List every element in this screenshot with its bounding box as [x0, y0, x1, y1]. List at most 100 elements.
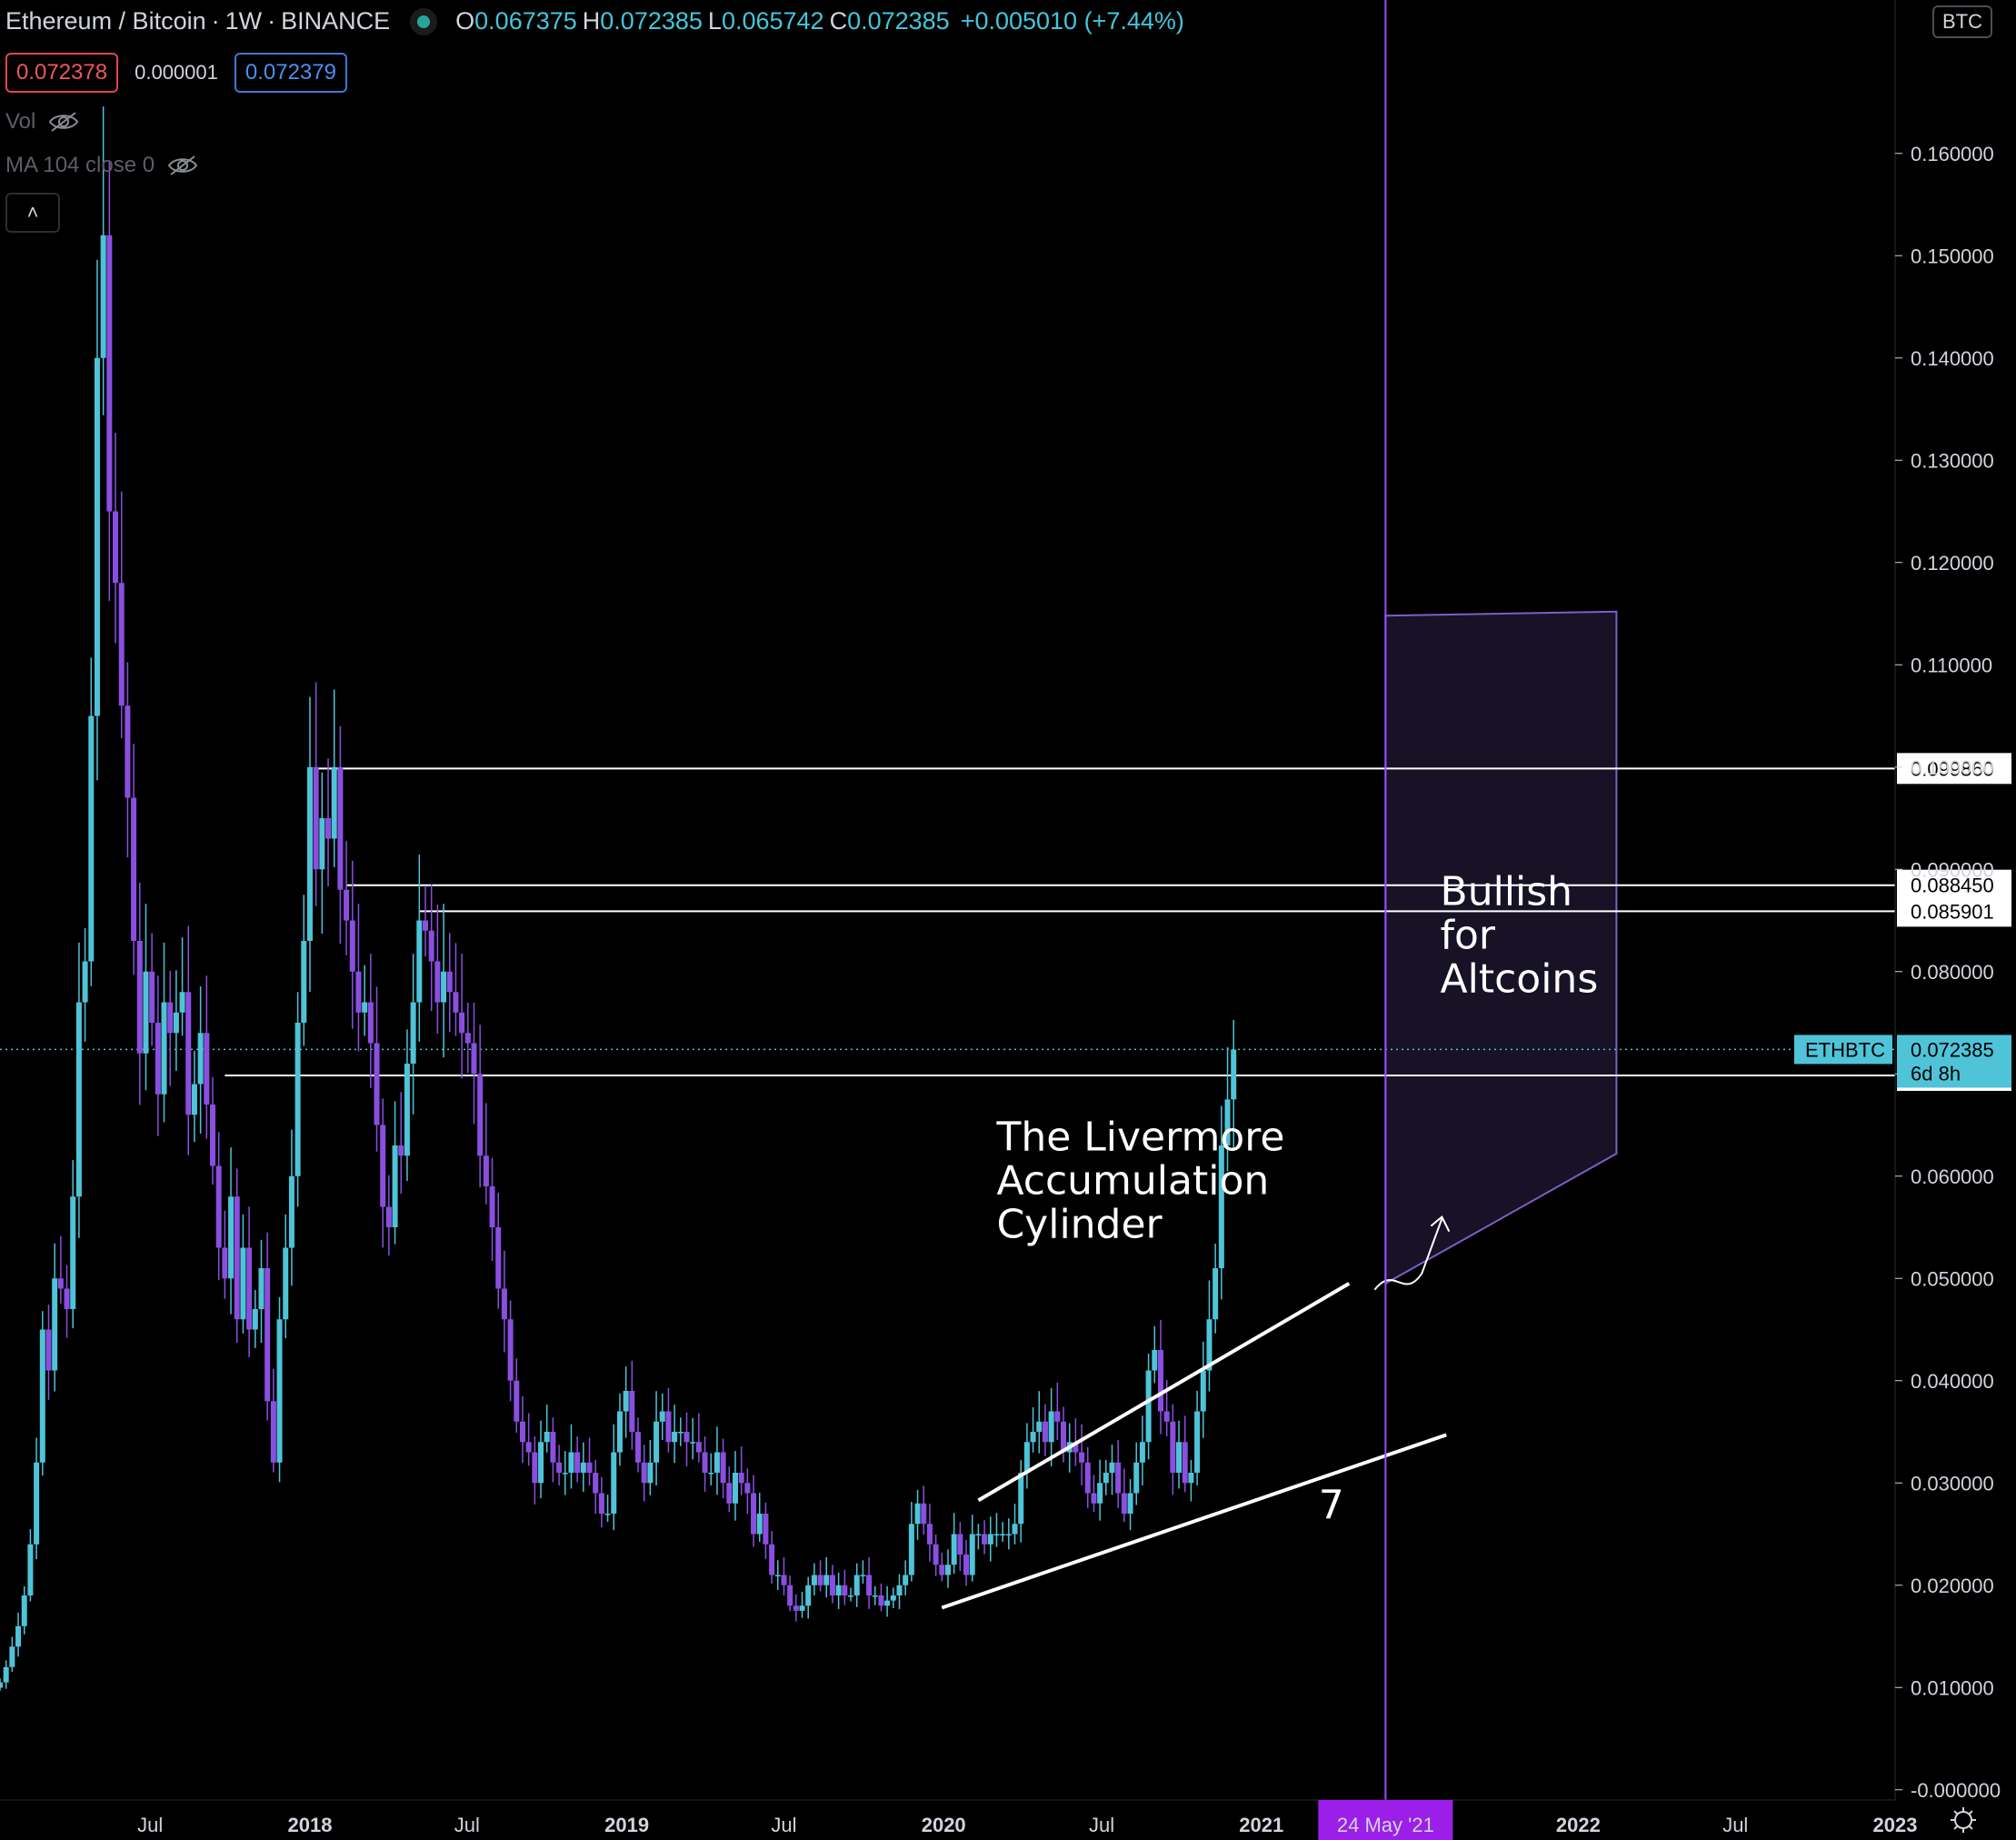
- eye-off-icon[interactable]: [48, 111, 79, 133]
- candle-body: [3, 1666, 9, 1683]
- currency-badge[interactable]: BTC: [1932, 5, 1992, 38]
- candle-body: [75, 1002, 82, 1197]
- candle-body: [143, 971, 149, 1054]
- candle-body: [1231, 1049, 1237, 1100]
- candle-body: [294, 1023, 301, 1176]
- candle-body: [82, 961, 88, 1003]
- gear-icon[interactable]: [1951, 1807, 1976, 1833]
- candle-body: [1018, 1473, 1024, 1525]
- candle-body: [763, 1514, 769, 1545]
- candle-body: [374, 1043, 380, 1125]
- market-status-icon[interactable]: [417, 15, 431, 28]
- candle-body: [1157, 1350, 1163, 1412]
- candle-body: [556, 1462, 563, 1473]
- ma-indicator-legend[interactable]: MA 104 close 0: [5, 153, 198, 178]
- candle-body: [355, 971, 362, 1013]
- price-tick-label: 0.150000: [1911, 245, 1994, 267]
- candle-body: [88, 715, 95, 962]
- candle-body: [434, 961, 441, 1003]
- candle-body: [654, 1421, 660, 1463]
- candle-body: [319, 818, 325, 870]
- candle-body: [222, 1247, 228, 1279]
- candle-body: [611, 1452, 617, 1514]
- candle-body: [695, 1442, 702, 1453]
- candle-body: [185, 992, 192, 1115]
- candle-body: [1097, 1483, 1103, 1504]
- candle-body: [453, 992, 459, 1013]
- candle-body: [951, 1534, 957, 1565]
- candle-body: [878, 1595, 884, 1606]
- candle-body: [580, 1462, 586, 1473]
- annotation-text: for: [1441, 913, 1496, 959]
- candle-body: [787, 1585, 793, 1606]
- candle-body: [34, 1462, 40, 1545]
- candle-body: [1042, 1421, 1048, 1443]
- candle-body: [1170, 1421, 1176, 1473]
- candle-body: [544, 1432, 550, 1443]
- projection-box[interactable]: [1384, 610, 1618, 1285]
- candle-body: [1163, 1411, 1170, 1422]
- level-tag-label: 0.085901: [1911, 900, 1994, 923]
- candle-body: [738, 1473, 744, 1484]
- candle-body: [635, 1432, 642, 1463]
- candle-body: [1127, 1493, 1133, 1514]
- candle-body: [993, 1534, 1000, 1535]
- candle-body: [45, 1329, 52, 1371]
- candle-body: [197, 1033, 204, 1085]
- price-axis[interactable]: -0.000000 0.010000 0.020000 0.030000 0.04000…: [1794, 0, 2011, 1802]
- buy-price-button[interactable]: 0.072379: [234, 53, 347, 93]
- candle-body: [890, 1595, 896, 1601]
- candle-body: [15, 1625, 22, 1647]
- trendlines[interactable]: [941, 1215, 1451, 1610]
- candle-body: [574, 1452, 581, 1473]
- separator-dot: ·: [267, 7, 276, 35]
- candle-body: [623, 1391, 629, 1412]
- projection-area: [1384, 610, 1618, 1285]
- candle-body: [416, 920, 423, 1003]
- candle-body: [519, 1421, 525, 1443]
- candlestick-series: [0, 106, 1237, 1691]
- ohlc-low-key: L: [707, 7, 722, 35]
- candle-body: [939, 1565, 945, 1575]
- level-tag-bg: [1897, 753, 2011, 785]
- candle-body: [860, 1575, 866, 1576]
- candle-body: [155, 1023, 161, 1095]
- ohlc-close-value: 0.072385: [847, 7, 950, 35]
- candle-body: [957, 1534, 963, 1555]
- candle-body: [659, 1411, 665, 1422]
- candle-body: [118, 583, 125, 706]
- symbol-interval[interactable]: 1W: [225, 7, 263, 35]
- ma-indicator-label: MA 104 close 0: [5, 153, 155, 177]
- candle-body: [921, 1503, 927, 1525]
- candle-body: [641, 1462, 647, 1484]
- sell-price-button[interactable]: 0.072378: [5, 53, 119, 93]
- candle-body: [982, 1534, 988, 1545]
- candle-body: [853, 1575, 860, 1595]
- candle-body: [39, 1329, 45, 1463]
- candle-body: [0, 1682, 3, 1688]
- symbol-pair[interactable]: Ethereum / Bitcoin: [5, 7, 206, 35]
- ohlc-open-value: 0.067375: [474, 7, 577, 35]
- candle-body: [835, 1585, 842, 1595]
- countdown-label: 6d 8h: [1911, 1062, 1961, 1085]
- candle-body: [1133, 1462, 1140, 1494]
- time-axis[interactable]: Jul 2018 Jul 2019 Jul 2020 Jul 2021 2022 Jul 2023 2…: [0, 1799, 1976, 1840]
- candle-body: [392, 1145, 398, 1227]
- price-tick-label: 0.090000: [1911, 858, 1994, 881]
- eye-off-icon[interactable]: [167, 155, 198, 176]
- candle-body: [774, 1575, 781, 1576]
- candle-body: [848, 1595, 854, 1597]
- candle-body: [385, 1206, 392, 1227]
- collapse-legend-button[interactable]: ˄: [5, 193, 60, 233]
- candle-body: [210, 1105, 216, 1166]
- time-tick-label: Jul: [1722, 1814, 1748, 1836]
- volume-indicator-legend[interactable]: Vol: [5, 109, 79, 135]
- time-tick-label: Jul: [771, 1814, 796, 1836]
- time-tick-label: 2018: [287, 1814, 332, 1836]
- candle-body: [459, 1012, 465, 1034]
- chevron-up-icon: ˄: [26, 201, 39, 224]
